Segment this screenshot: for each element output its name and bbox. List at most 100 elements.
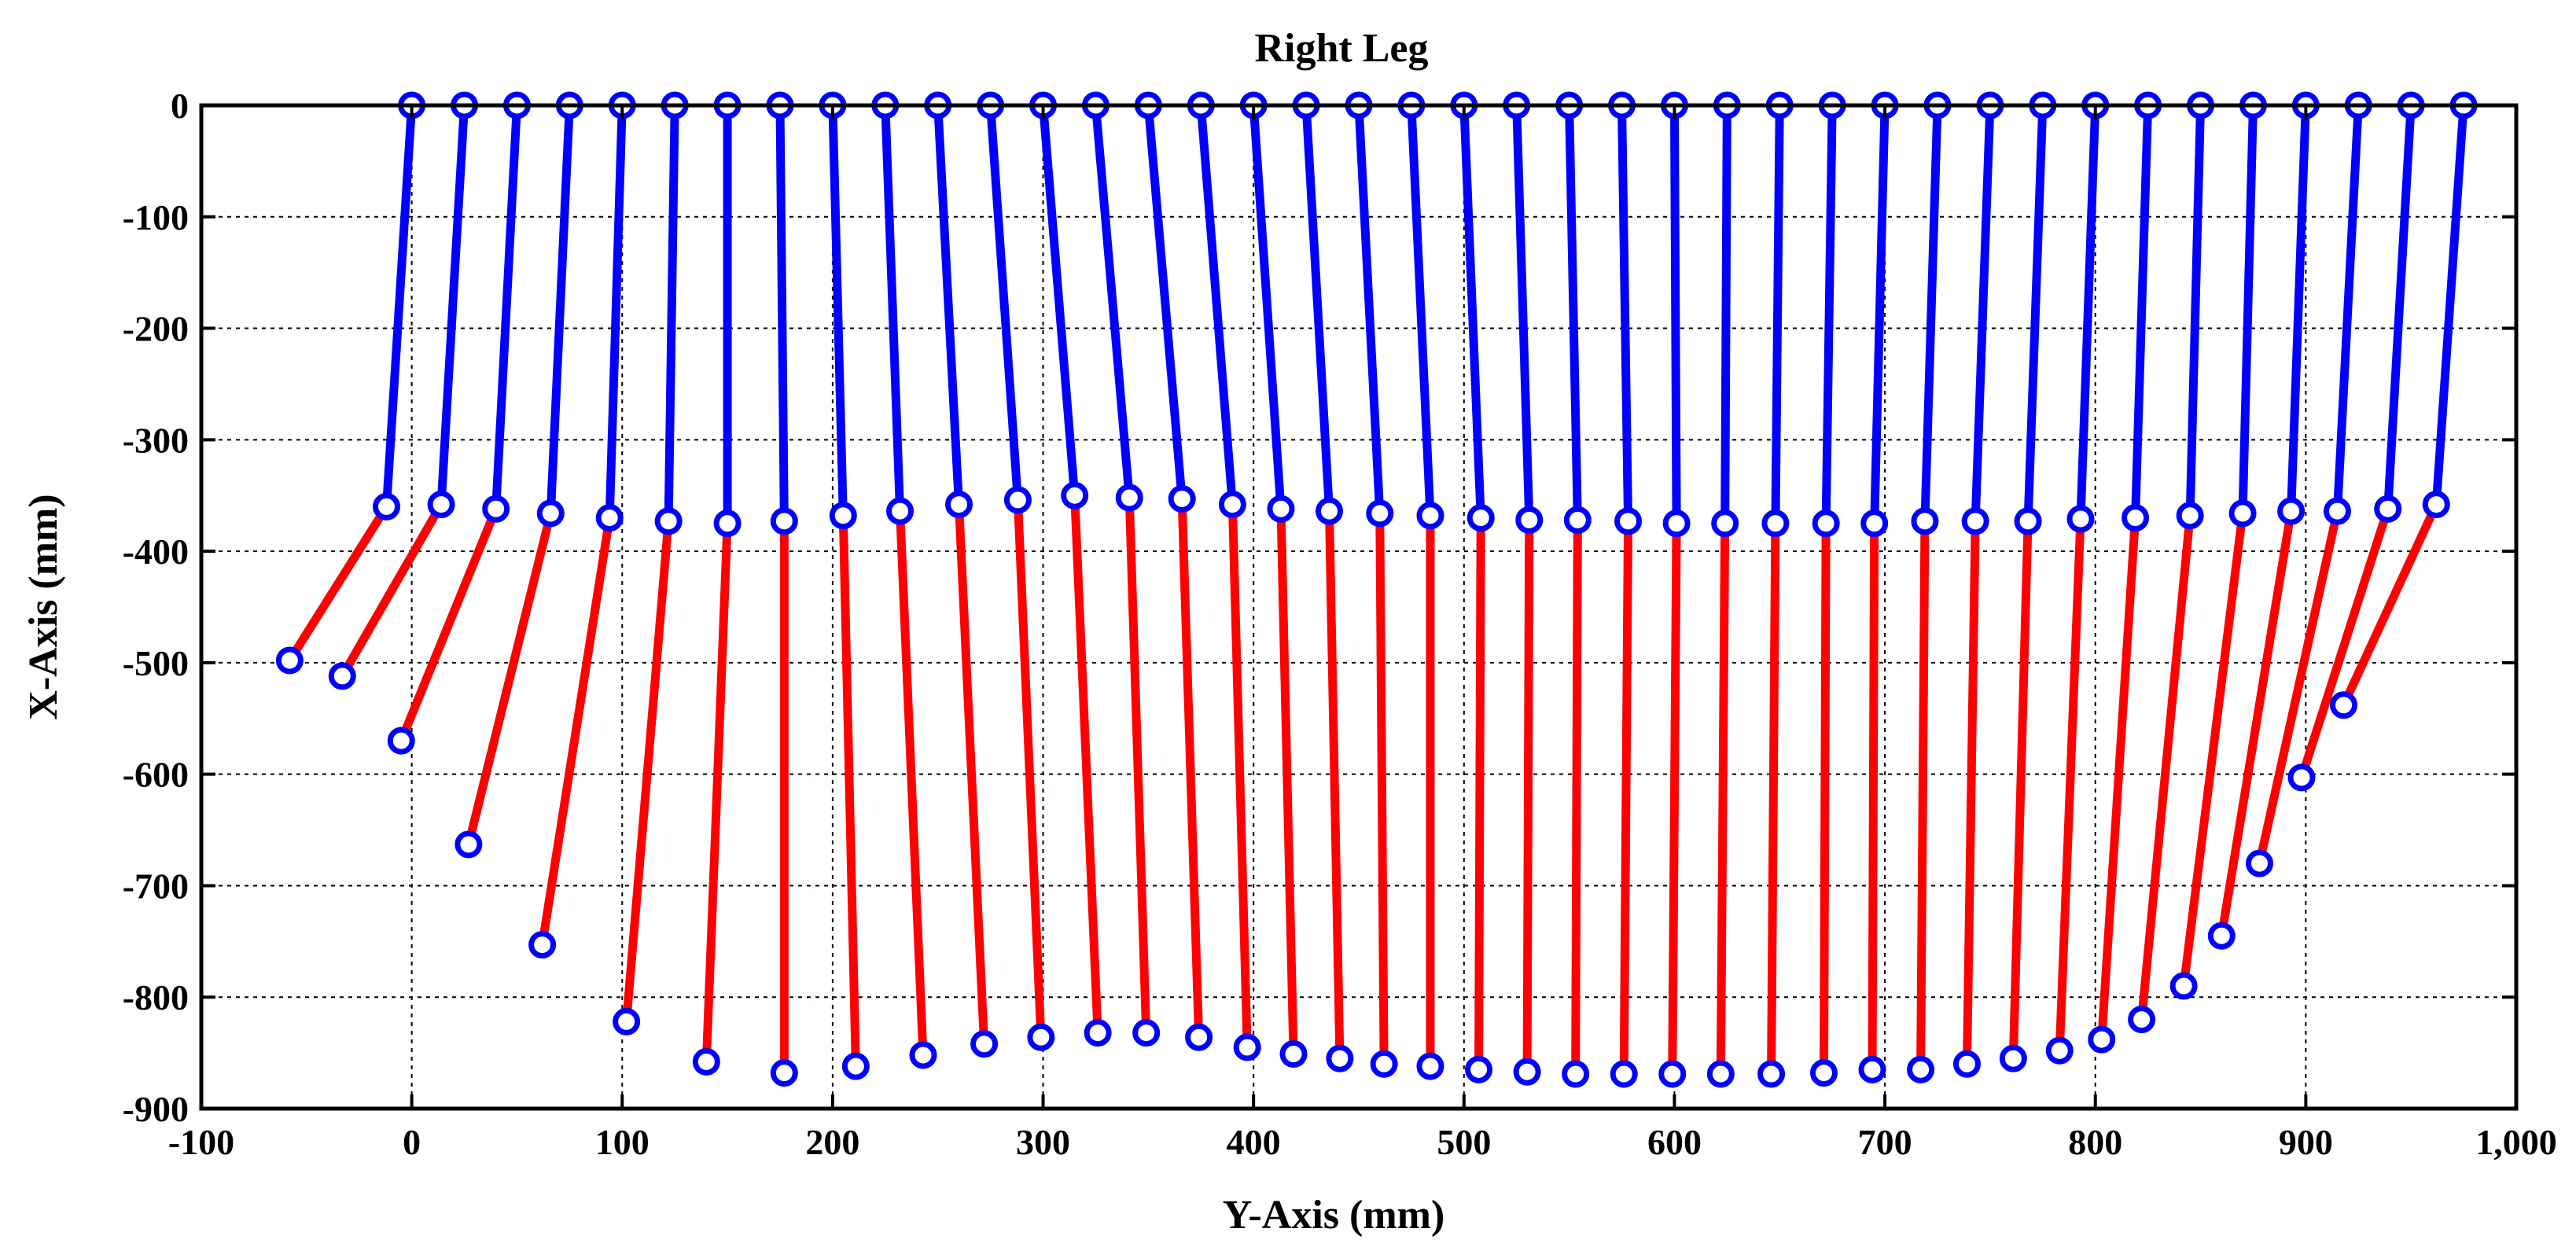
- knee-marker: [2228, 499, 2257, 528]
- thigh-segment: [2023, 101, 2048, 526]
- ankle-marker: [1610, 1060, 1638, 1088]
- knee-marker: [654, 507, 683, 535]
- shank-segment: [2217, 506, 2296, 940]
- shank-segment: [1276, 504, 1298, 1059]
- thigh-segment: [1920, 101, 1942, 526]
- knee-marker: [595, 504, 624, 532]
- thigh-segment: [436, 101, 469, 509]
- shank-segment: [1716, 519, 1730, 1079]
- y-ticks: 0 -100 -200 -300 -400 -500 -600 -700 -800 -900: [123, 86, 2516, 1129]
- knee-marker: [1366, 499, 1394, 528]
- thigh-segment: [2383, 101, 2416, 513]
- thigh-segment: [1091, 101, 1134, 502]
- shank-segment: [1668, 519, 1681, 1079]
- knee-marker: [2066, 505, 2095, 533]
- thigh-segment: [2185, 101, 2206, 520]
- ankle-marker: [1858, 1055, 1886, 1083]
- thigh-segment: [1459, 101, 1485, 523]
- knee-marker: [2176, 502, 2204, 530]
- ankle-marker: [2330, 691, 2358, 719]
- x-tick-label: 900: [2279, 1122, 2333, 1162]
- shank-segment: [1070, 491, 1102, 1038]
- knee-marker: [2422, 491, 2450, 519]
- ankle-marker: [2287, 763, 2316, 792]
- ankle-marker: [2128, 1006, 2156, 1034]
- shank-segment: [2254, 506, 2342, 868]
- thigh-segment: [491, 101, 521, 513]
- knee-marker: [1003, 486, 1032, 514]
- ankle-marker: [328, 662, 356, 690]
- x-tick-label: 600: [1647, 1122, 1702, 1162]
- x-ticks: -100 0 100 200 300 400 500 600 700 800 900 1,000: [168, 105, 2557, 1162]
- shank-segment: [285, 502, 392, 665]
- x-tick-label: -100: [168, 1122, 234, 1162]
- x-tick-label: 800: [2068, 1122, 2122, 1162]
- ankle-marker: [528, 931, 557, 959]
- x-tick-label: 1,000: [2475, 1122, 2557, 1162]
- x-tick-label: 300: [1016, 1122, 1070, 1162]
- plot-frame: [199, 103, 2519, 1111]
- y-tick-label: -600: [123, 755, 189, 795]
- ankle-marker: [1809, 1059, 1838, 1087]
- thigh-segment: [2431, 101, 2468, 509]
- knee-marker: [829, 502, 857, 530]
- shank-segment: [1522, 515, 1534, 1076]
- shank-segment: [1868, 519, 1879, 1074]
- y-tick-label: -700: [123, 866, 189, 906]
- ankle-marker: [841, 1052, 870, 1080]
- ankle-marker: [1279, 1040, 1308, 1069]
- thigh-segment: [382, 101, 417, 511]
- shank-segment: [2137, 511, 2195, 1024]
- x-tick-label: 500: [1437, 1122, 1491, 1162]
- knee-marker: [1115, 484, 1143, 512]
- knee-marker: [2277, 497, 2306, 525]
- ankle-marker: [909, 1041, 937, 1069]
- knee-marker: [482, 495, 510, 523]
- thigh-segment: [1143, 101, 1187, 503]
- shank-segment: [1013, 495, 1046, 1042]
- ankle-marker: [1907, 1055, 1935, 1083]
- ankle-marker: [1233, 1033, 1261, 1061]
- knee-marker: [1218, 491, 1246, 519]
- x-tick-label: 0: [403, 1122, 421, 1162]
- ankle-marker: [1370, 1050, 1398, 1078]
- thigh-segment: [881, 101, 905, 516]
- thigh-segment: [1617, 101, 1633, 526]
- thigh-segment: [1565, 101, 1582, 524]
- ankle-marker: [1416, 1052, 1444, 1080]
- thigh-segment: [986, 101, 1022, 505]
- thigh-segment: [775, 101, 789, 526]
- shank-segment: [2339, 500, 2441, 710]
- knee-marker: [1267, 495, 1295, 523]
- x-tick-label: 400: [1227, 1122, 1281, 1162]
- ankle-marker: [1084, 1019, 1112, 1047]
- thigh-segment: [1720, 101, 1731, 528]
- shank-segment: [1375, 509, 1389, 1069]
- segments: [285, 101, 2468, 1079]
- thigh-segment: [2131, 101, 2153, 523]
- knee-marker: [713, 509, 742, 538]
- shank-segment: [838, 511, 860, 1071]
- chart-title: Right Leg: [1255, 26, 1429, 71]
- ankle-marker: [1185, 1023, 1213, 1051]
- knee-marker: [1911, 507, 1939, 535]
- ankle-marker: [2207, 921, 2236, 950]
- knee-marker: [1168, 484, 1196, 513]
- knee-marker: [1563, 506, 1592, 534]
- knee-marker: [536, 499, 565, 528]
- shank-segment: [2055, 514, 2085, 1055]
- knee-marker: [886, 497, 914, 525]
- knee-marker: [427, 491, 455, 519]
- knee-marker: [1662, 509, 1691, 538]
- thigh-segment: [2287, 101, 2310, 516]
- knee-marker: [1416, 502, 1444, 530]
- x-tick-label: 200: [805, 1122, 859, 1162]
- ankle-marker: [1706, 1060, 1735, 1088]
- ankle-marker: [1027, 1023, 1055, 1051]
- knee-marker: [373, 492, 401, 520]
- ankle-marker: [1757, 1060, 1786, 1088]
- shank-segment: [1916, 517, 1930, 1074]
- knee-marker: [2014, 507, 2042, 535]
- shank-segment: [2097, 513, 2140, 1044]
